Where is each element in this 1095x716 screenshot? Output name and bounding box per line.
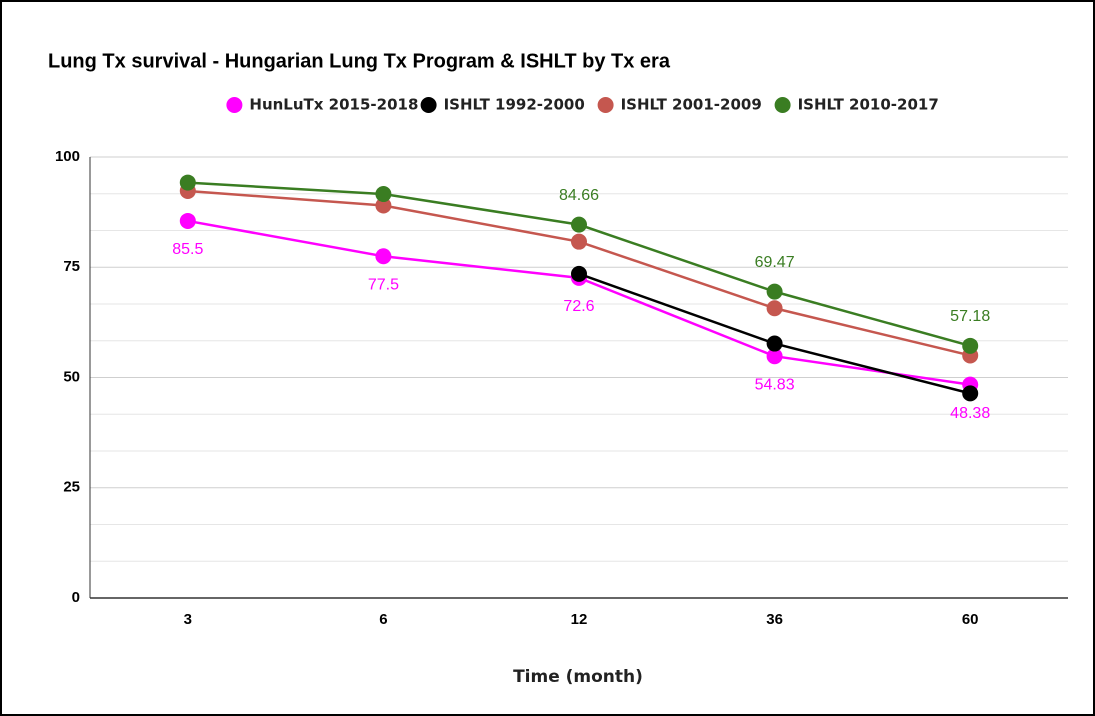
data-point xyxy=(766,335,783,352)
data-label: 85.5 xyxy=(172,241,203,258)
data-label: 72.6 xyxy=(563,298,594,315)
data-label: 48.38 xyxy=(950,405,990,422)
legend-marker xyxy=(774,97,791,113)
data-label: 57.18 xyxy=(950,308,990,325)
data-point xyxy=(766,300,783,317)
x-tick-label: 6 xyxy=(379,611,387,628)
x-tick-label: 60 xyxy=(962,611,979,628)
legend-label: HunLuTx 2015-2018 xyxy=(249,96,418,114)
x-tick-label: 3 xyxy=(184,611,192,628)
x-tick-label: 36 xyxy=(766,611,783,628)
data-point xyxy=(571,265,587,282)
y-tick-label: 75 xyxy=(63,258,80,275)
legend-label: ISHLT 1992-2000 xyxy=(444,96,585,114)
data-point xyxy=(766,348,783,365)
data-point xyxy=(571,216,587,233)
data-point xyxy=(962,337,979,354)
y-tick-label: 50 xyxy=(63,368,80,385)
y-tick-label: 100 xyxy=(55,148,80,165)
data-label: 77.5 xyxy=(368,276,399,293)
legend-marker xyxy=(226,97,243,113)
x-axis-title: Time (month) xyxy=(513,667,643,687)
data-point xyxy=(375,248,392,265)
x-tick-label: 12 xyxy=(571,611,588,628)
data-label: 54.83 xyxy=(755,376,795,393)
data-point xyxy=(179,212,196,229)
legend-label: ISHLT 2010-2017 xyxy=(798,96,939,114)
chart-title: Lung Tx survival - Hungarian Lung Tx Pro… xyxy=(48,50,671,72)
data-point xyxy=(375,197,392,214)
data-point xyxy=(375,186,392,203)
data-point xyxy=(962,385,979,402)
legend-marker xyxy=(597,97,614,113)
data-point xyxy=(179,174,196,191)
legend-marker xyxy=(420,97,437,113)
data-point xyxy=(571,233,587,250)
y-tick-label: 25 xyxy=(63,479,80,496)
data-label: 84.66 xyxy=(559,187,599,204)
y-tick-label: 0 xyxy=(72,589,80,606)
data-point xyxy=(766,283,783,300)
legend-label: ISHLT 2001-2009 xyxy=(621,96,762,114)
data-label: 69.47 xyxy=(755,254,795,271)
